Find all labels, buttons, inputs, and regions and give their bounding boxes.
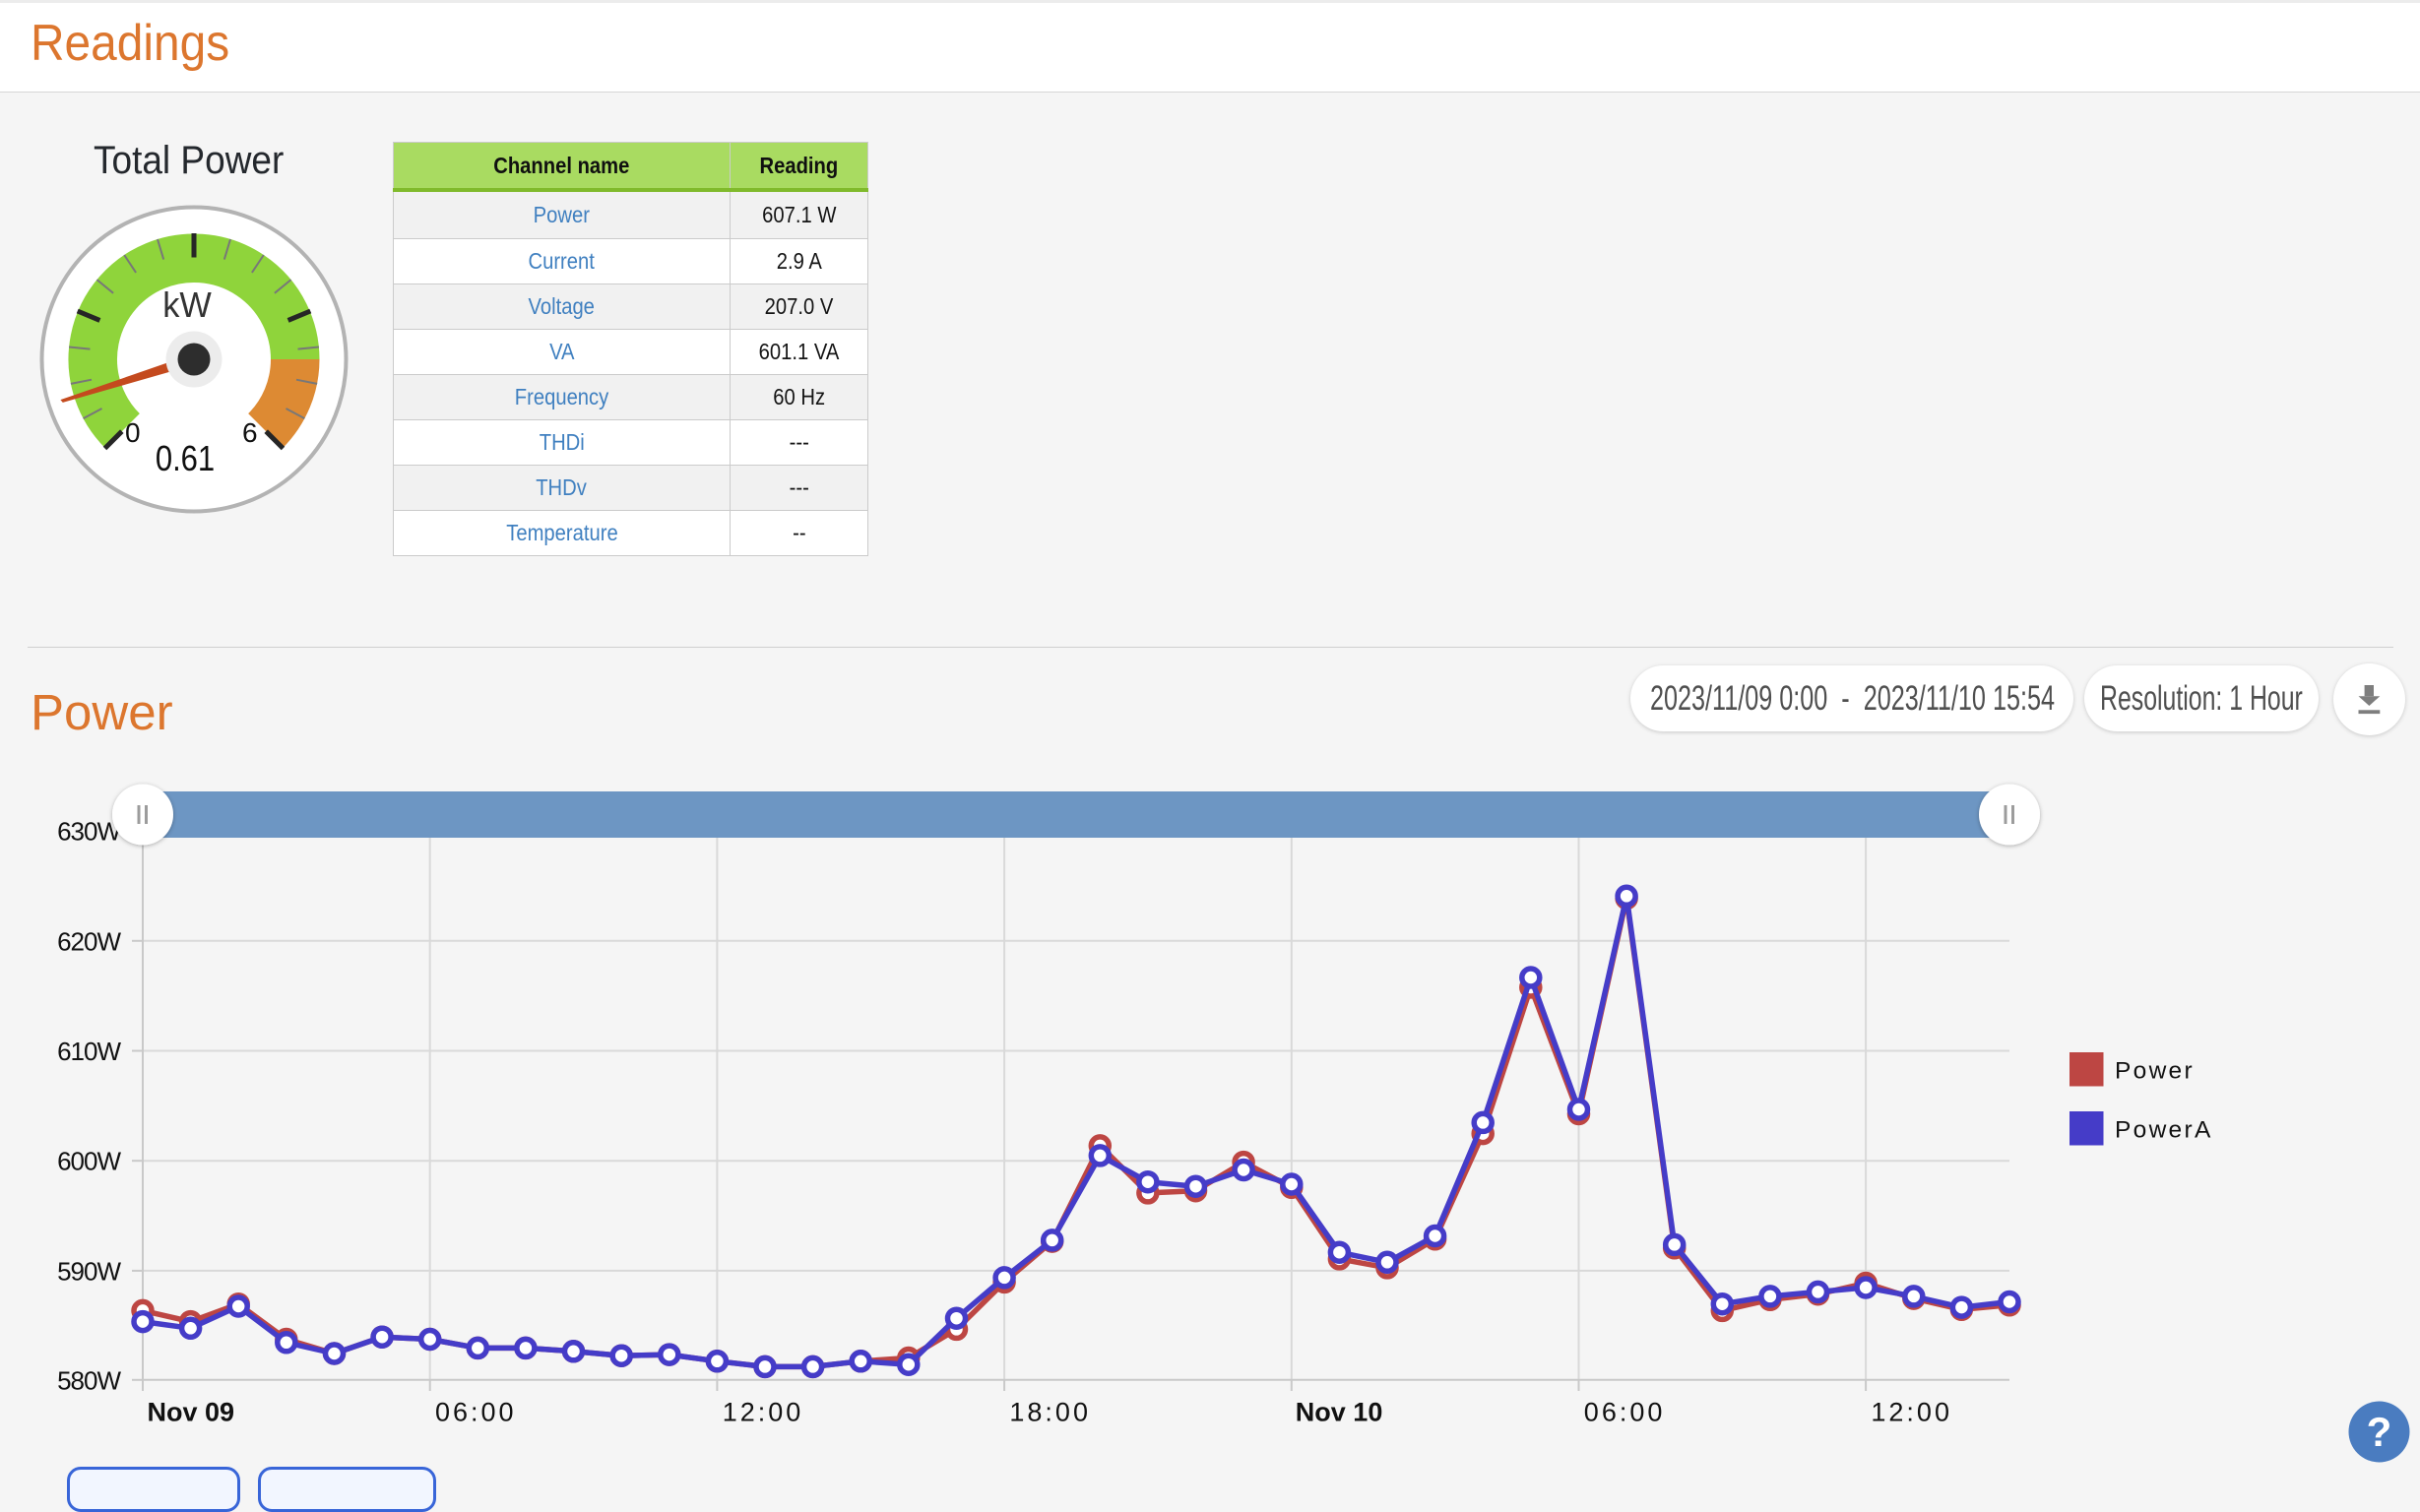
svg-text:590W: 590W [57,1256,121,1286]
svg-text:600W: 600W [57,1147,121,1176]
svg-text:kW: kW [162,284,212,325]
svg-text:12:00: 12:00 [1871,1398,1952,1427]
svg-text:Nov 10: Nov 10 [1296,1398,1383,1427]
svg-text:0: 0 [125,417,141,448]
svg-text:Nov 09: Nov 09 [148,1398,235,1427]
svg-text:0.61: 0.61 [156,439,215,479]
svg-text:630W: 630W [57,816,121,846]
svg-text:610W: 610W [57,1037,121,1066]
svg-text:18:00: 18:00 [1009,1398,1091,1427]
svg-text:Power: Power [2115,1058,2195,1085]
svg-text:6: 6 [242,417,258,448]
svg-text:06:00: 06:00 [435,1398,517,1427]
svg-text:06:00: 06:00 [1584,1398,1666,1427]
svg-text:620W: 620W [57,926,121,956]
svg-text:580W: 580W [57,1365,121,1395]
svg-text:?: ? [2367,1409,2392,1455]
svg-text:12:00: 12:00 [723,1398,804,1427]
svg-text:PowerA: PowerA [2115,1117,2213,1144]
